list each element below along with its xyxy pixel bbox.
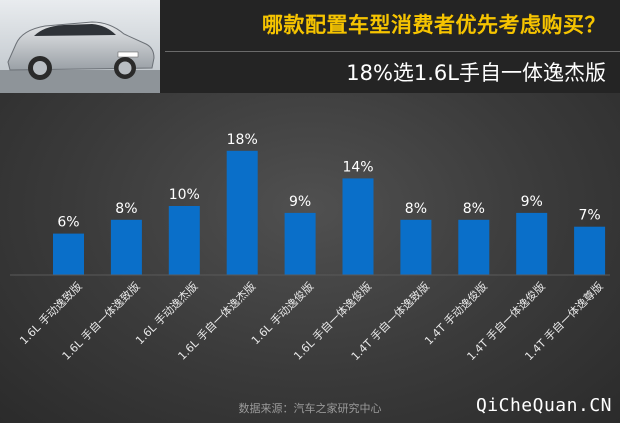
bar-8: [458, 219, 490, 275]
headline-box: 哪款配置车型消费者优先考虑购买？: [165, 0, 620, 48]
value-label-6: 14%: [342, 159, 373, 175]
source-note: 数据来源：汽车之家研究中心: [238, 402, 382, 415]
bar-7: [400, 219, 432, 275]
category-label-3: 1.6L 手动逸杰版: [132, 279, 200, 347]
value-label-4: 18%: [227, 132, 258, 148]
value-label-1: 6%: [57, 215, 79, 231]
car-photo: [0, 0, 160, 93]
bar-3: [168, 206, 200, 275]
bars-layer: [53, 150, 606, 275]
subheadline-box: 18%选1.6L手自一体逸杰版: [165, 52, 620, 92]
subheadline: 18%选1.6L手自一体逸杰版: [346, 61, 606, 85]
value-label-7: 8%: [405, 201, 427, 217]
value-label-2: 8%: [115, 201, 137, 217]
bar-2: [110, 219, 142, 275]
bar-4: [226, 150, 258, 275]
category-label-5: 1.6L 手动逸俊版: [248, 279, 316, 347]
headline: 哪款配置车型消费者优先考虑购买？: [262, 13, 606, 37]
value-label-5: 9%: [289, 194, 311, 210]
header-divider: [165, 51, 620, 52]
watermark: QiCheQuan.CN: [475, 395, 612, 416]
value-label-3: 10%: [169, 187, 200, 203]
bar-9: [516, 212, 548, 275]
header-banner: 哪款配置车型消费者优先考虑购买？ 18%选1.6L手自一体逸杰版: [0, 0, 620, 93]
chart-panel: 6% 8% 10% 18% 9% 14% 8% 8% 9% 7% 1.6L 手动逸致版 1.6L 手…: [0, 93, 620, 423]
bar-5: [284, 212, 316, 275]
bar-1: [53, 233, 84, 275]
value-label-9: 9%: [521, 194, 543, 210]
value-label-10: 7%: [578, 208, 600, 224]
category-label-8: 1.4T 手动逸俊版: [422, 279, 490, 347]
category-label-1: 1.6L 手动逸致版: [17, 279, 85, 347]
value-label-8: 8%: [463, 201, 485, 217]
bar-6: [342, 178, 374, 275]
value-labels-layer: 6% 8% 10% 18% 9% 14% 8% 8% 9% 7%: [57, 132, 600, 231]
bar-10: [574, 226, 606, 275]
